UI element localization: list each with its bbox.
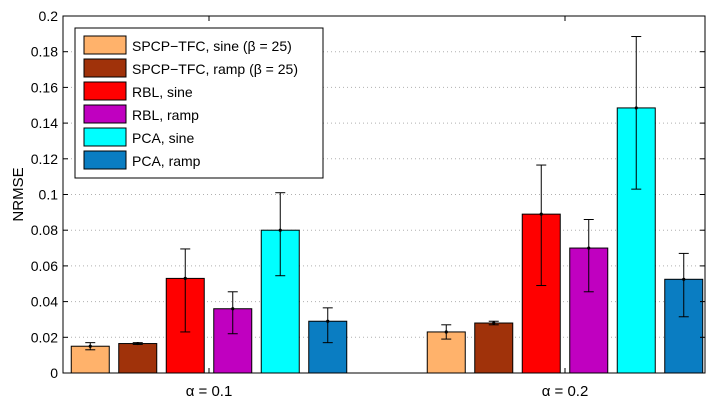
mean-marker [231,307,235,311]
legend-swatch [83,35,127,55]
error-bars [85,36,689,351]
mean-marker [278,228,282,232]
x-tick-label: α = 0.2 [542,383,589,400]
y-tick-label: 0 [50,365,58,381]
y-tick-label: 0.14 [31,115,58,131]
mean-marker [88,344,92,348]
mean-marker [183,276,187,280]
y-axis-ticks: 0 0.02 0.04 0.06 0.08 0.1 0.12 0.14 0.16 0.18 0.2 [31,8,705,381]
mean-marker [136,341,140,346]
legend: SPCP−TFC, sine (β = 25) SPCP−TFC, ramp (β… [74,27,324,179]
y-tick-label: 0.18 [31,44,58,60]
y-tick-label: 0.2 [39,8,59,24]
legend-label: RBL, sine [132,84,193,100]
y-tick-label: 0.06 [31,258,58,274]
y-tick-label: 0.08 [31,222,58,238]
mean-marker [587,246,591,250]
y-tick-label: 0.02 [31,329,58,345]
legend-label: RBL, ramp [132,107,199,123]
mean-marker [539,212,543,216]
legend-label: SPCP−TFC, ramp (β = 25) [132,61,298,77]
y-tick-label: 0.16 [31,79,58,95]
legend-label: SPCP−TFC, sine (β = 25) [132,38,292,54]
legend-swatch [83,104,127,124]
bar [70,345,110,374]
y-tick-label: 0.04 [31,294,58,310]
mean-marker [326,319,330,323]
bar [213,308,253,374]
mean-marker [634,106,638,110]
bar [474,322,514,374]
mean-marker [444,330,448,334]
legend-swatch [83,81,127,101]
legend-label: PCA, ramp [132,153,201,169]
x-axis-ticks: α = 0.1 α = 0.2 [186,16,589,400]
y-axis-label: NRMSE [10,167,27,221]
legend-label: PCA, sine [132,130,194,146]
mean-marker [682,277,686,281]
mean-marker [492,321,496,325]
legend-swatch [83,58,127,78]
legend-swatch [83,127,127,147]
y-tick-label: 0.12 [31,151,58,167]
x-tick-label: α = 0.1 [186,383,233,400]
legend-swatch [83,150,127,170]
y-tick-label: 0.1 [39,187,59,203]
bar [118,343,158,374]
